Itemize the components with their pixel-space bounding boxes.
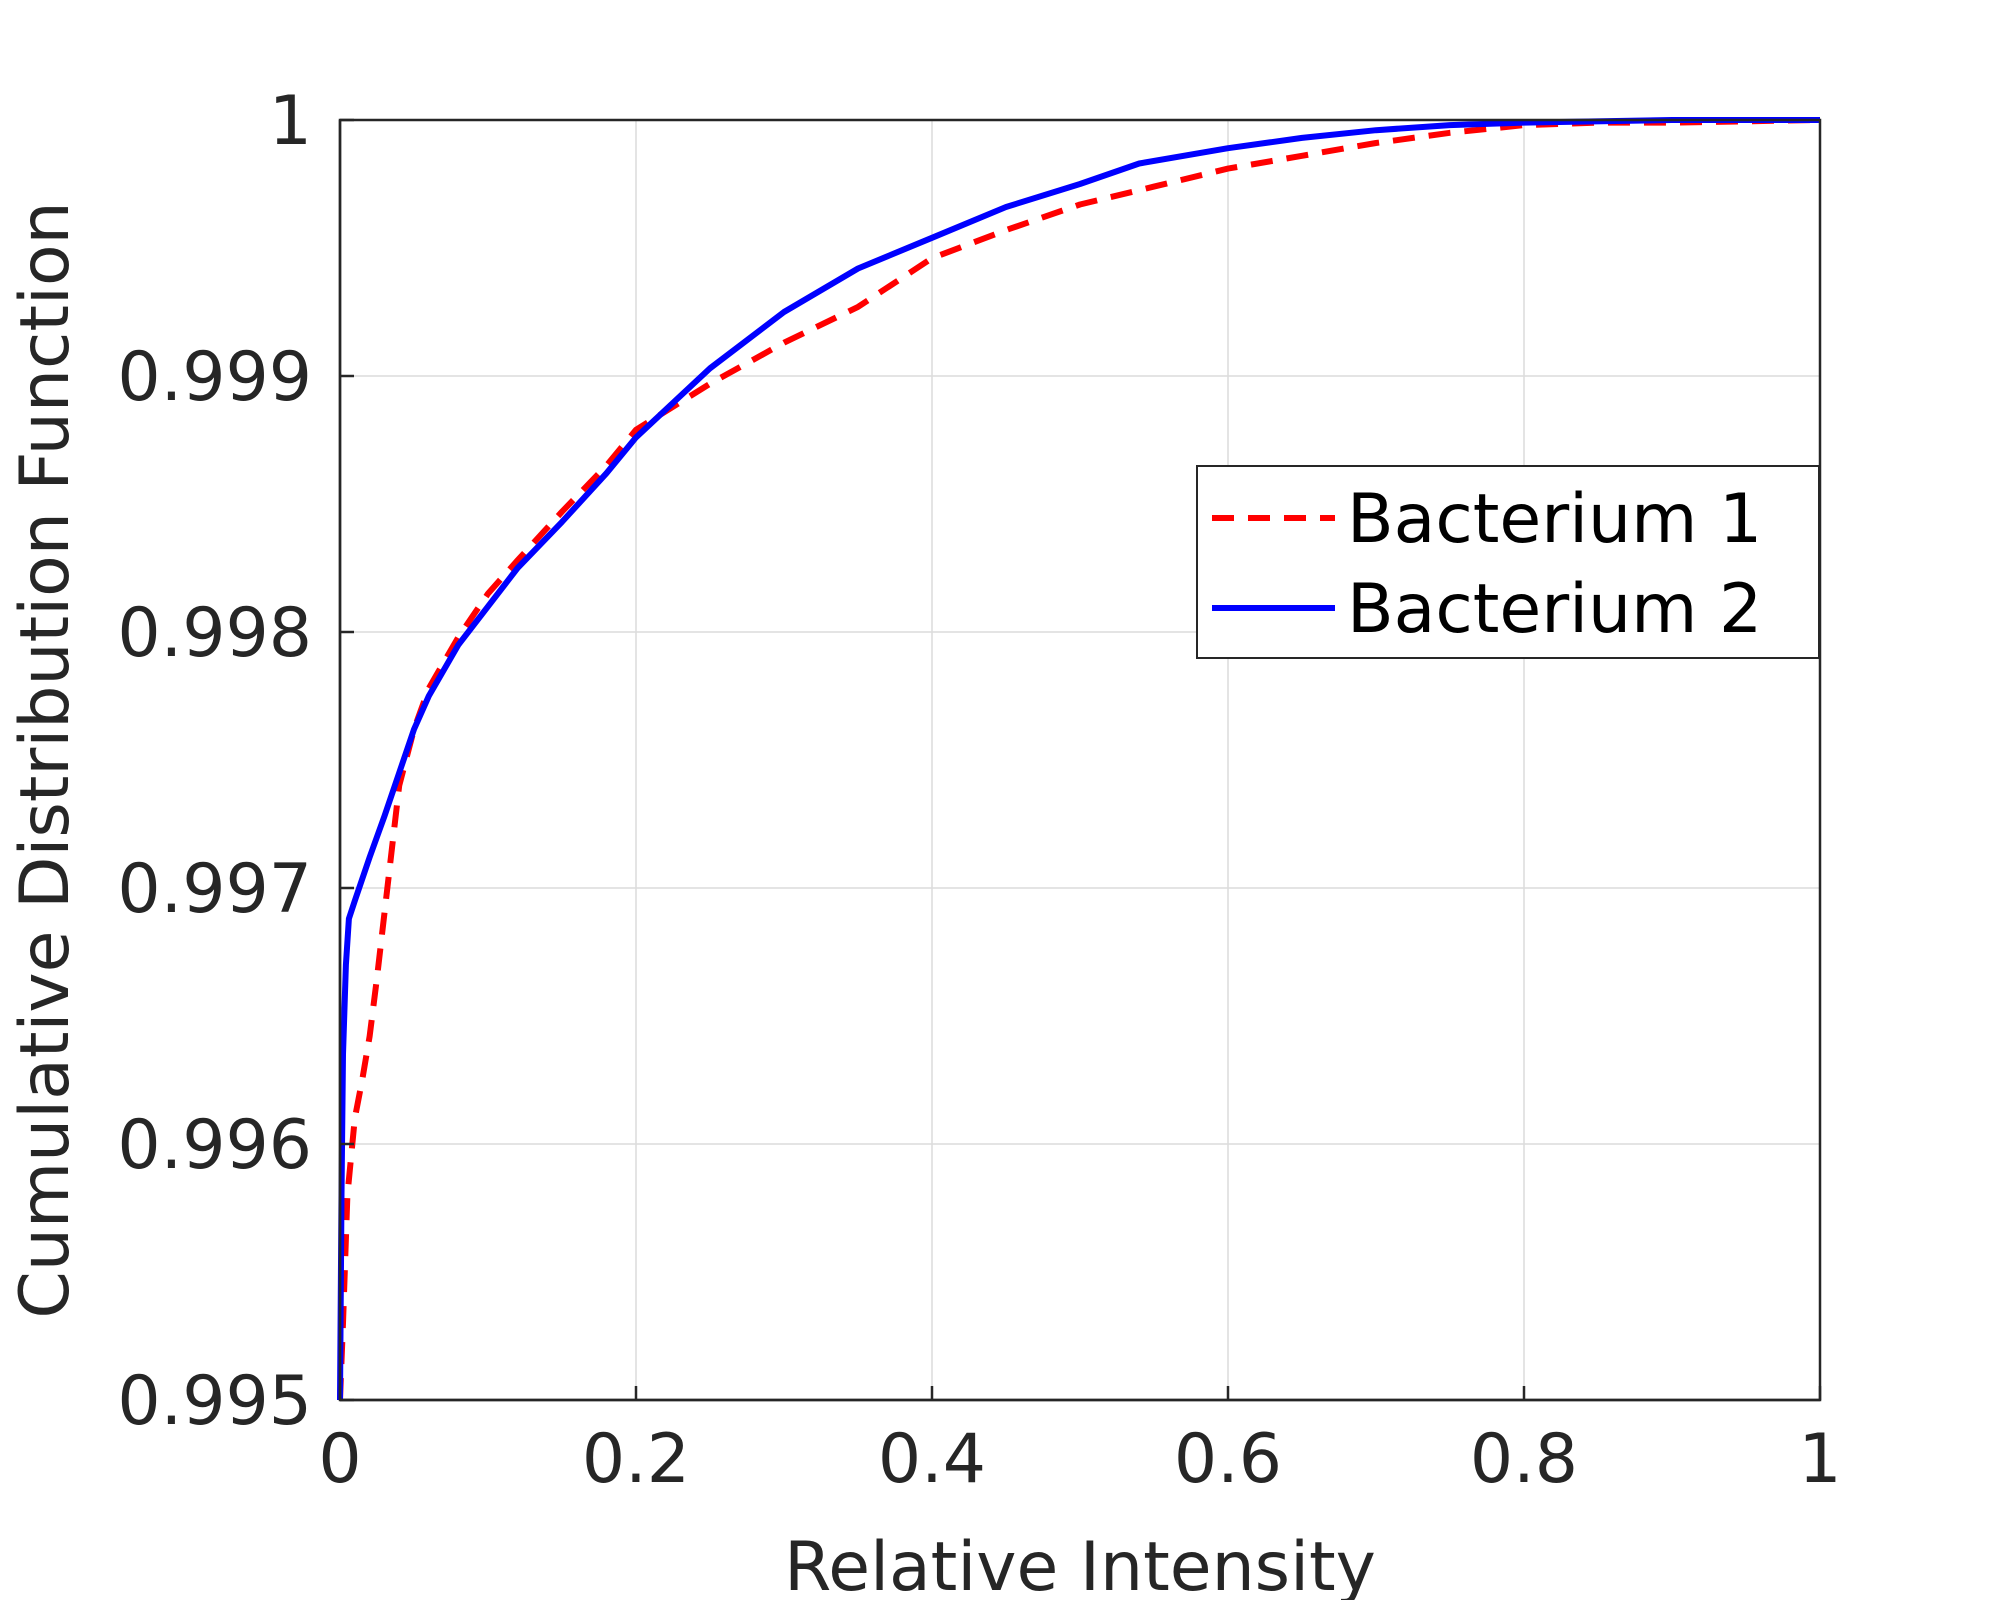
- legend-label-2: Bacterium 2: [1347, 570, 1762, 649]
- y-tick-label: 1: [269, 82, 312, 161]
- grid: [339, 119, 1821, 1401]
- x-tick-label: 0.4: [878, 1420, 986, 1499]
- y-tick-label: 0.995: [117, 1362, 312, 1441]
- x-tick-label: 0.8: [1470, 1420, 1578, 1499]
- y-axis-label: Cumulative Distribution Function: [6, 201, 85, 1318]
- axes: [338, 118, 1822, 1402]
- y-tick-label: 0.997: [117, 850, 312, 929]
- x-tick-label: 1: [1798, 1420, 1841, 1499]
- y-tick-label: 0.996: [117, 1106, 312, 1185]
- x-tick-label: 0.6: [1174, 1420, 1282, 1499]
- y-tick-label: 0.999: [117, 338, 312, 417]
- tick-labels: 0 0.2 0.4 0.6 0.8 1 0.995 0.996 0.997 0.998 0.999 1: [117, 82, 1841, 1499]
- y-tick-label: 0.998: [117, 594, 312, 673]
- x-tick-label: 0: [318, 1420, 361, 1499]
- legend-label-1: Bacterium 1: [1347, 480, 1762, 559]
- plot-lines: [337, 117, 1821, 1401]
- plot-area-frame: [338, 118, 1822, 1402]
- series-line-2: [337, 117, 1820, 1401]
- series-line-1: [337, 117, 1821, 1401]
- x-tick-label: 0.2: [582, 1420, 690, 1499]
- legend-box: [1196, 465, 1820, 659]
- x-axis-label: Relative Intensity: [784, 1528, 1376, 1600]
- legend: Bacterium 1 Bacterium 2: [1196, 465, 1820, 659]
